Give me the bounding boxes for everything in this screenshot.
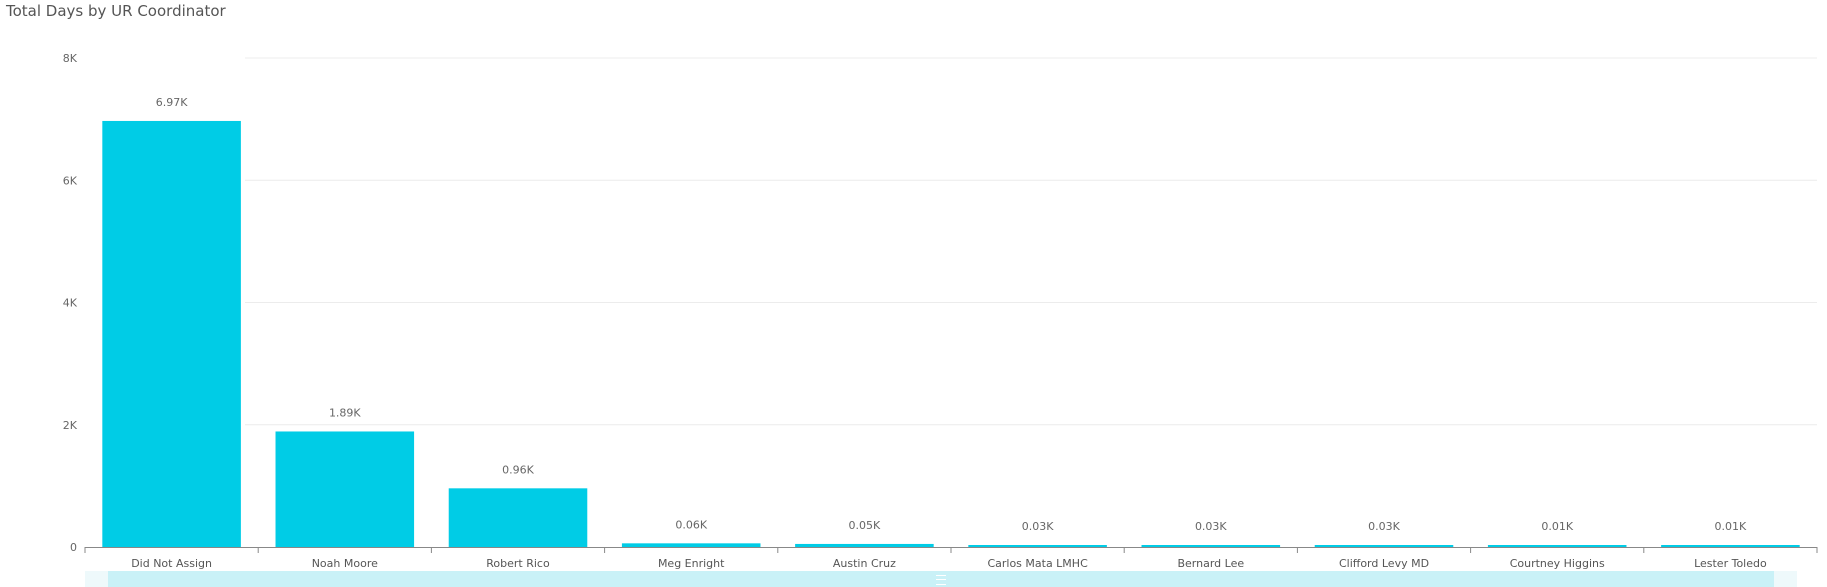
chart-title: Total Days by UR Coordinator (6, 2, 226, 20)
x-tick-label: Noah Moore (312, 557, 378, 570)
horizontal-scrollbar[interactable] (85, 571, 1797, 587)
data-label: 0.03K (1022, 520, 1054, 533)
bar (968, 545, 1107, 547)
x-tick-label: Meg Enright (658, 557, 725, 570)
bar (1314, 545, 1454, 547)
data-label: 0.05K (849, 519, 881, 532)
x-tick-label: Courtney Higgins (1510, 557, 1605, 570)
y-tick-label: 2K (63, 419, 78, 432)
data-label: 0.03K (1195, 520, 1227, 533)
data-label: 6.97K (156, 96, 188, 109)
data-label: 0.03K (1368, 520, 1400, 533)
bar (102, 120, 241, 548)
data-label: 0.96K (502, 463, 534, 476)
bar (1661, 545, 1800, 547)
x-tick-label: Bernard Lee (1177, 557, 1244, 570)
x-tick-label: Carlos Mata LMHC (987, 557, 1088, 570)
x-tick-label: Did Not Assign (131, 557, 212, 570)
bar (275, 431, 415, 547)
y-tick-label: 6K (63, 174, 78, 187)
bar-chart: 0 2K 4K 6K 8K 6.97K Did Not Assign 1.89K Noah Mo… (63, 52, 1818, 570)
x-tick-label: Clifford Levy MD (1339, 557, 1429, 570)
grip-icon (936, 575, 946, 585)
bar (795, 543, 934, 547)
bar (621, 543, 761, 547)
y-tick-label: 8K (63, 52, 78, 65)
x-tick-label: Lester Toledo (1694, 557, 1767, 570)
x-tick-label: Austin Cruz (833, 557, 896, 570)
data-label: 0.01K (1715, 520, 1747, 533)
scrollbar-thumb[interactable] (108, 571, 1774, 587)
data-label: 0.01K (1541, 520, 1573, 533)
x-tick-label: Robert Rico (486, 557, 550, 570)
y-tick-label: 4K (63, 297, 78, 310)
bar (1487, 545, 1627, 547)
data-label: 1.89K (329, 406, 361, 419)
data-label: 0.06K (675, 518, 707, 531)
bar (1141, 545, 1281, 547)
bar (448, 488, 588, 547)
y-tick-label: 0 (70, 541, 77, 554)
